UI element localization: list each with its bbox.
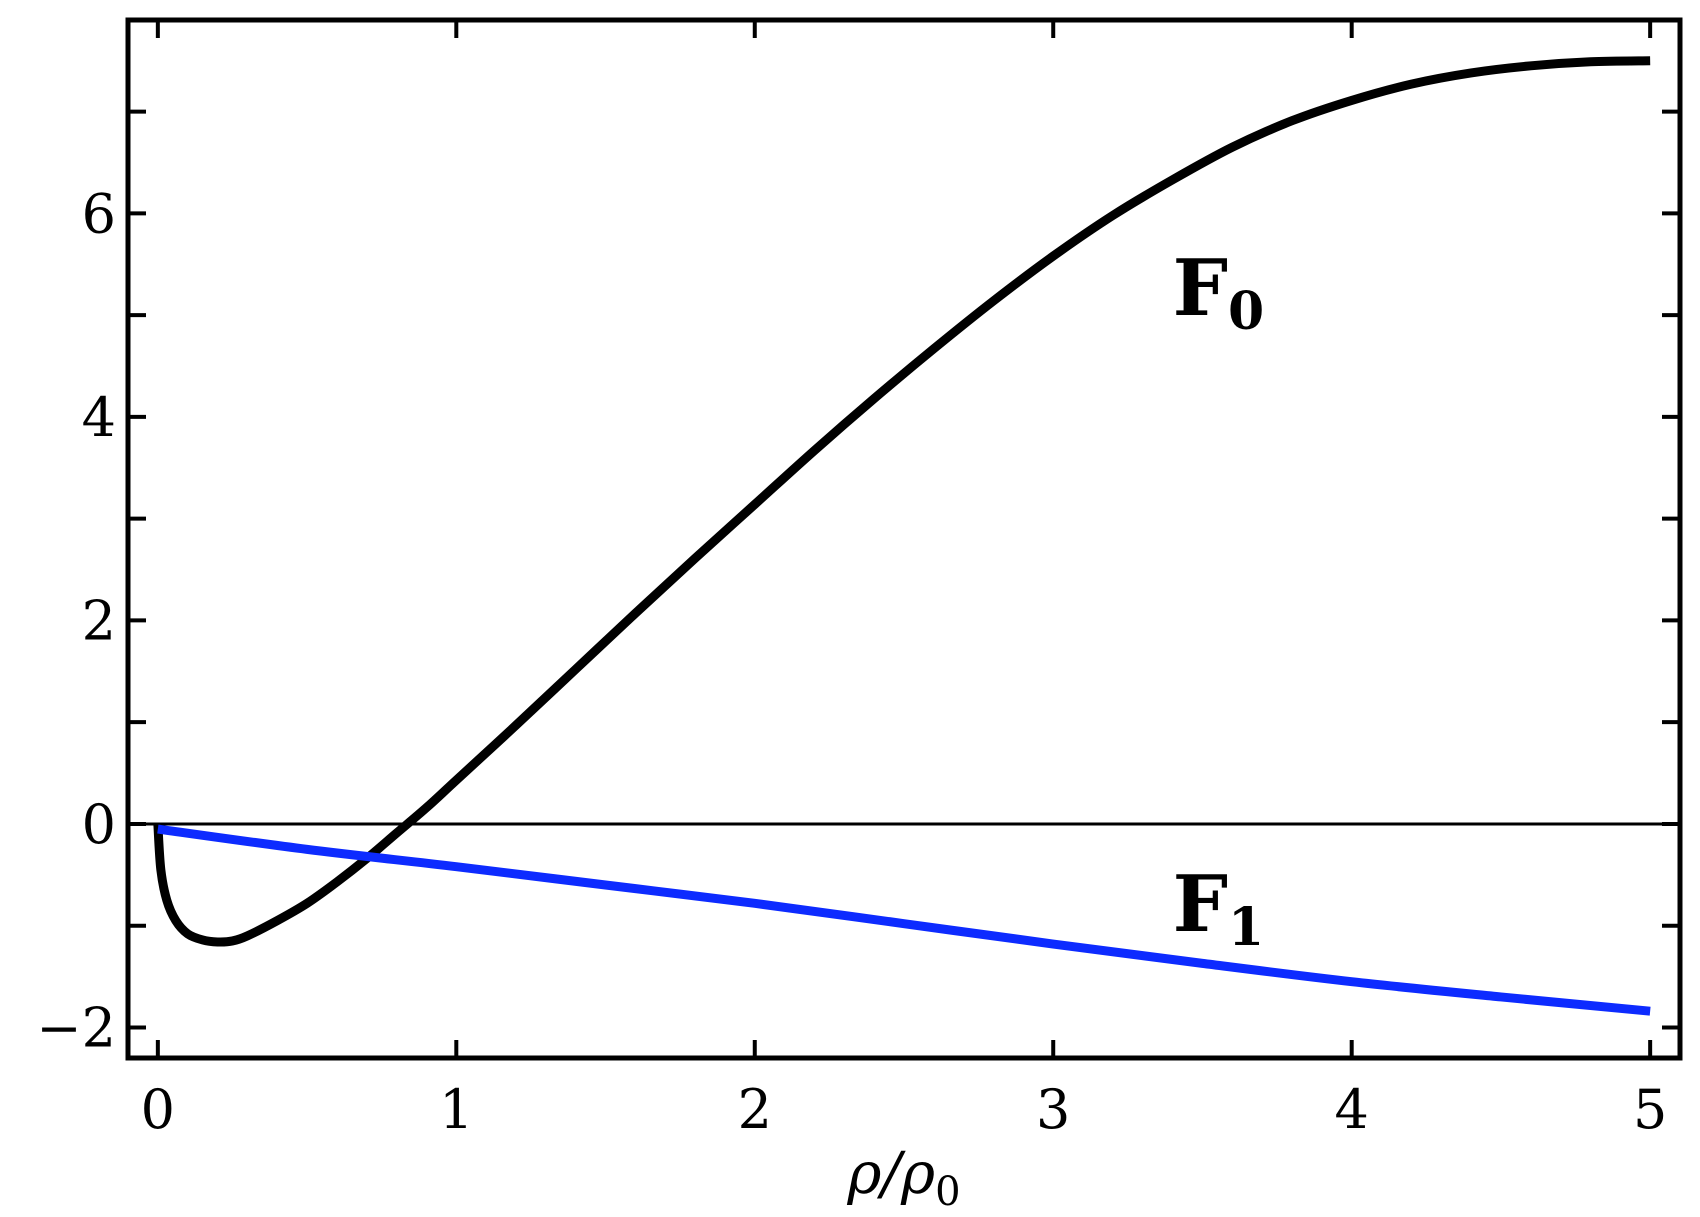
- series-line-0: [153, 56, 1651, 947]
- x-axis-label-main: ρ/ρ: [846, 1139, 935, 1207]
- series-label-0: F0: [1173, 243, 1265, 342]
- x-tick-label: 3: [1036, 1078, 1070, 1141]
- y-tick-label: 0: [82, 793, 116, 856]
- x-tick-label: 1: [439, 1078, 473, 1141]
- series-label-subscript: 0: [1228, 281, 1264, 342]
- y-tick-label: 6: [82, 182, 116, 245]
- series-line-1: [157, 824, 1651, 1016]
- x-tick-label: 0: [141, 1078, 175, 1141]
- x-axis-label-subscript: 0: [935, 1169, 960, 1215]
- x-tick-label: 4: [1335, 1078, 1369, 1141]
- series-label-name: F: [1173, 859, 1228, 950]
- y-tick-label: −2: [36, 996, 116, 1059]
- series-label-subscript: 1: [1228, 897, 1264, 958]
- series-label-1: F1: [1173, 859, 1265, 958]
- x-tick-label: 2: [738, 1078, 772, 1141]
- series-label-name: F: [1173, 243, 1228, 334]
- plot-frame: [125, 17, 1683, 1061]
- x-tick-label: 5: [1633, 1078, 1667, 1141]
- y-tick-label: 4: [82, 386, 116, 449]
- y-tick-label: 2: [82, 589, 116, 652]
- x-axis-label: ρ/ρ0: [846, 1139, 960, 1215]
